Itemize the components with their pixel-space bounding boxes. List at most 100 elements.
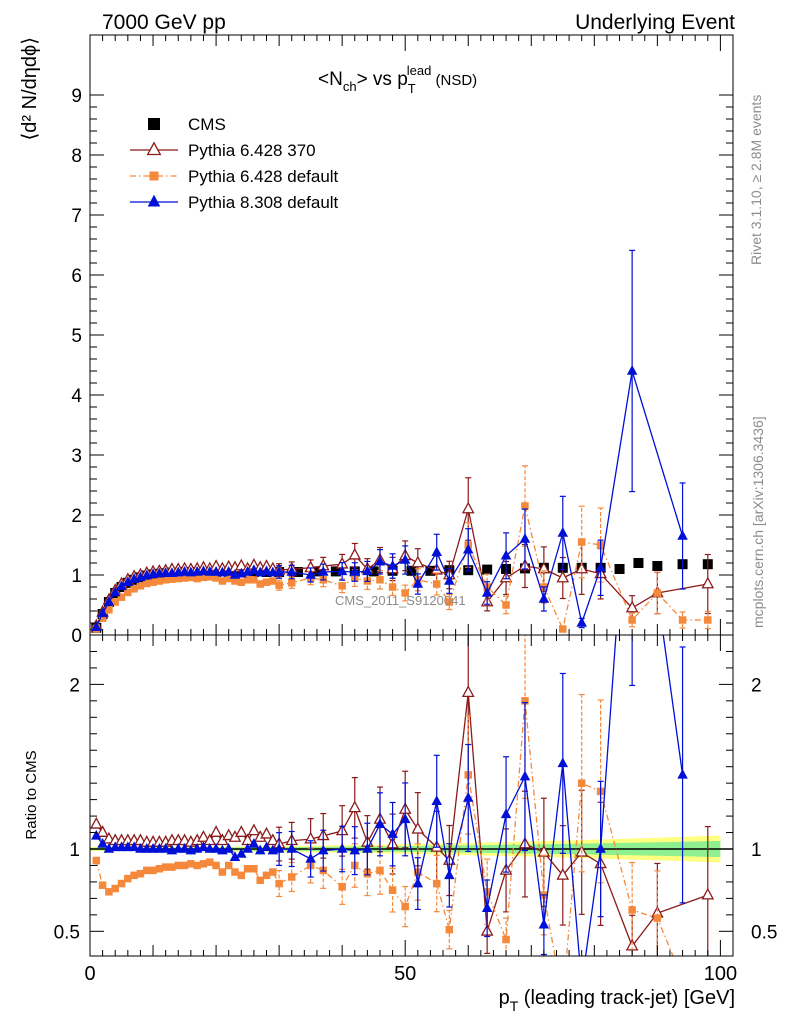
data-point <box>425 565 436 576</box>
data-point <box>336 843 348 853</box>
data-point <box>269 577 277 585</box>
data-point <box>679 975 687 983</box>
data-point <box>338 582 346 590</box>
y-tick-label: 6 <box>71 266 82 287</box>
data-point <box>388 583 397 591</box>
data-point <box>247 823 261 836</box>
data-point <box>388 886 397 894</box>
data-point <box>234 825 248 837</box>
legend-marker <box>148 118 160 130</box>
process-label: Underlying Event <box>575 11 735 34</box>
data-point <box>305 852 316 863</box>
data-point <box>362 843 373 853</box>
data-point <box>519 770 531 781</box>
data-point <box>236 847 247 858</box>
data-point <box>174 861 183 870</box>
data-point <box>461 501 475 514</box>
x-axis-label: pT (leading track-jet) [GeV] <box>499 987 735 1014</box>
data-point <box>91 621 102 631</box>
data-point <box>678 616 687 624</box>
data-point <box>557 757 569 768</box>
data-point <box>401 902 409 911</box>
data-point <box>105 606 113 614</box>
data-point <box>96 825 109 837</box>
data-point <box>109 586 121 597</box>
data-point <box>704 616 712 624</box>
data-point <box>193 861 201 870</box>
data-point <box>130 871 138 880</box>
data-point <box>374 555 386 566</box>
data-point <box>198 565 209 576</box>
data-point <box>577 779 586 787</box>
data-point <box>237 871 246 880</box>
y-tick-label: 3 <box>71 446 82 467</box>
data-point <box>117 593 126 601</box>
data-point <box>142 866 151 875</box>
data-point <box>653 589 662 597</box>
data-point <box>111 884 119 893</box>
data-point <box>116 580 127 591</box>
data-point <box>218 868 227 876</box>
data-point <box>412 578 424 588</box>
data-point <box>431 546 442 556</box>
data-point <box>273 566 285 576</box>
data-point <box>538 593 550 603</box>
data-point <box>237 578 246 586</box>
data-point <box>269 868 277 876</box>
data-point <box>250 576 258 584</box>
data-point <box>155 577 164 585</box>
data-point <box>209 825 223 837</box>
legend-entry: CMS <box>148 115 226 134</box>
data-point <box>305 569 316 579</box>
rivet-version-label: Rivet 3.1.10, ≥ 2.8M events <box>748 95 764 265</box>
data-point <box>174 574 183 583</box>
data-point <box>256 580 264 588</box>
data-point <box>124 874 132 883</box>
data-point <box>368 566 379 577</box>
x-tick-label: 50 <box>394 963 416 985</box>
ratio-y-tick-label: 1 <box>69 840 80 861</box>
data-point <box>481 587 493 597</box>
x-tick-label: 100 <box>704 963 737 985</box>
data-point <box>223 843 234 853</box>
data-point <box>243 865 252 873</box>
ratio-y-tick-label-right: 0.5 <box>751 922 777 943</box>
data-point <box>362 565 373 576</box>
data-point <box>445 598 454 606</box>
data-point <box>275 581 283 589</box>
data-point <box>262 578 271 586</box>
data-point <box>444 869 455 880</box>
y-tick-label: 4 <box>71 386 82 407</box>
data-point <box>577 538 586 546</box>
data-point <box>206 573 214 581</box>
data-point <box>250 865 258 873</box>
legend-marker <box>146 141 162 156</box>
data-point <box>677 530 688 540</box>
data-point <box>462 543 474 554</box>
data-point <box>521 697 529 705</box>
data-point <box>502 935 510 944</box>
ratio-y-tick-label: 2 <box>69 675 80 696</box>
ratio-panel-data <box>90 635 715 983</box>
data-point <box>179 843 190 853</box>
data-point <box>481 902 493 913</box>
data-point <box>90 816 103 829</box>
data-point <box>595 843 606 853</box>
data-point <box>701 576 715 589</box>
data-point <box>432 580 441 588</box>
data-point <box>224 861 233 870</box>
data-point <box>160 843 171 853</box>
data-point <box>206 858 214 866</box>
data-point <box>122 576 134 586</box>
data-point <box>98 881 107 889</box>
y-tick-label: 1 <box>71 566 82 587</box>
data-point <box>168 575 176 583</box>
data-point <box>91 829 102 840</box>
data-point <box>103 596 115 606</box>
data-point <box>349 566 361 576</box>
data-point <box>628 906 636 914</box>
data-point <box>187 573 195 582</box>
analysis-watermark: CMS_2011_S9120041 <box>335 593 466 608</box>
data-point <box>633 558 644 568</box>
data-point <box>180 861 189 870</box>
